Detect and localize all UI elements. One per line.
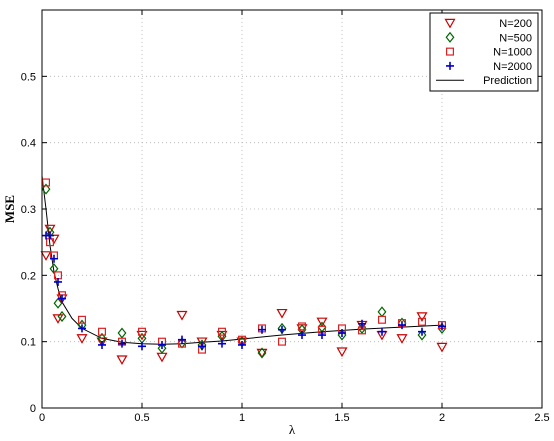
y-tick-label: 0 — [30, 403, 36, 415]
legend: N=200 N=500 N=1000 N=2000 Prediction — [429, 12, 539, 92]
data-point — [238, 340, 246, 349]
y-tick-label: 0.5 — [21, 71, 36, 83]
data-point — [298, 331, 306, 340]
data-point — [96, 337, 108, 348]
data-point — [176, 310, 188, 321]
data-point — [138, 342, 146, 351]
data-point — [138, 327, 147, 336]
legend-item: N=500 — [445, 31, 532, 44]
legend-marker — [446, 47, 455, 56]
data-point — [53, 297, 63, 309]
data-point — [378, 315, 387, 324]
data-point — [117, 327, 127, 339]
data-point — [236, 337, 248, 348]
legend-box — [429, 12, 539, 92]
y-tick-label: 0.1 — [21, 337, 36, 349]
y-tick-label: 0.2 — [21, 270, 36, 282]
data-point — [338, 329, 346, 338]
legend-item: N=1000 — [446, 47, 532, 59]
data-point — [178, 335, 186, 344]
x-tick-label: 0 — [39, 412, 45, 424]
legend-item: Prediction — [436, 75, 532, 87]
data-point — [336, 347, 348, 358]
data-point — [318, 331, 326, 340]
x-tick-label: 0.5 — [134, 412, 149, 424]
data-point — [258, 325, 266, 334]
data-point — [276, 308, 288, 319]
data-point — [58, 294, 66, 303]
legend-label: N=200 — [499, 18, 532, 30]
x-tick-label: 2 — [439, 412, 445, 424]
data-point — [41, 178, 50, 187]
data-point — [436, 342, 448, 353]
legend-label: N=2000 — [493, 61, 532, 73]
data-point — [418, 317, 427, 326]
y-axis-title: MSE — [2, 195, 17, 223]
data-point — [398, 321, 406, 330]
data-point — [418, 327, 426, 336]
data-point — [257, 347, 267, 359]
legend-label: N=1000 — [493, 47, 532, 59]
data-point — [41, 183, 51, 195]
data-point — [256, 348, 268, 359]
data-point — [198, 342, 206, 351]
data-point — [396, 334, 408, 344]
x-tick-label: 1.5 — [334, 412, 349, 424]
x-axis-title: λ — [289, 422, 296, 437]
data-point — [218, 339, 226, 348]
data-point — [298, 322, 307, 331]
data-point — [46, 231, 54, 240]
data-point — [78, 324, 86, 333]
data-point — [438, 322, 446, 331]
data-marks — [40, 178, 448, 366]
series-n-500 — [41, 183, 447, 359]
data-point — [54, 277, 62, 286]
y-tick-label: 0.4 — [21, 138, 36, 150]
data-point — [98, 340, 106, 349]
data-point — [57, 310, 67, 323]
legend-marker — [445, 31, 455, 43]
data-point — [118, 339, 126, 348]
data-point — [378, 327, 386, 336]
data-point — [76, 334, 88, 344]
data-point — [44, 224, 56, 235]
data-point — [97, 327, 106, 336]
data-point — [416, 312, 428, 322]
legend-item: N=200 — [444, 18, 532, 30]
data-point — [157, 342, 167, 354]
data-point — [116, 355, 128, 366]
data-point — [40, 251, 52, 261]
series-n-2000 — [42, 231, 446, 351]
y-tick-label: 0.3 — [21, 204, 36, 216]
legend-marker — [444, 18, 456, 29]
data-point — [417, 329, 427, 341]
x-tick-label: 2.5 — [534, 412, 549, 424]
legend-marker — [446, 61, 454, 70]
data-point — [50, 254, 58, 263]
data-point — [77, 315, 86, 324]
x-tick-label: 1 — [239, 412, 245, 424]
data-point — [196, 337, 208, 348]
data-point — [278, 337, 287, 346]
data-point — [358, 319, 366, 328]
data-point — [278, 325, 286, 334]
legend-label: N=500 — [499, 32, 532, 44]
data-point — [316, 317, 328, 328]
data-point — [158, 340, 166, 349]
legend-label: Prediction — [483, 75, 532, 87]
legend-item: N=2000 — [446, 61, 532, 73]
data-point — [218, 327, 227, 336]
